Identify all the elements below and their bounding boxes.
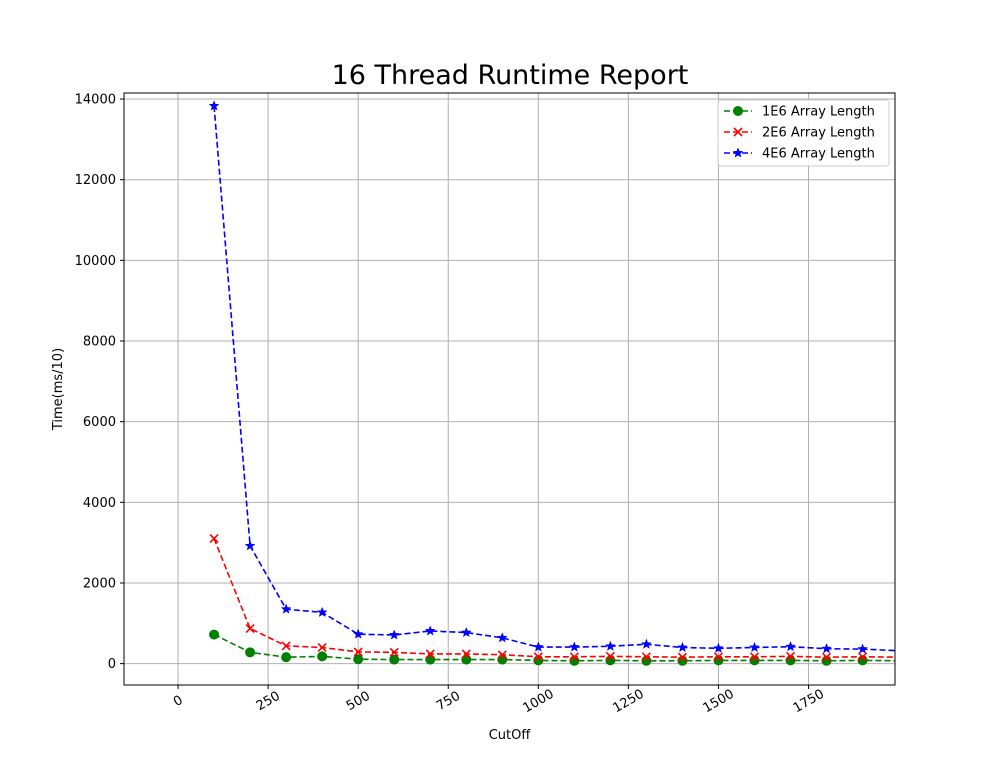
data-point (821, 642, 832, 654)
data-point (532, 641, 544, 652)
legend-label: 1E6 Array Length (762, 105, 875, 120)
data-point (568, 641, 580, 652)
data-point (389, 654, 400, 665)
legend: 1E6 Array Length 2E6 Array Length 4E6 Arra… (717, 99, 890, 167)
data-point (605, 651, 615, 661)
data-point (353, 654, 364, 665)
x-tick-label: 1500 (701, 687, 737, 717)
data-point (280, 603, 292, 614)
data-point (461, 654, 472, 665)
legend-marker (733, 127, 743, 137)
y-axis-label: Time(ms/10) (51, 348, 66, 431)
data-point (209, 629, 220, 640)
data-point (388, 629, 400, 640)
y-tick-label: 12000 (75, 173, 116, 188)
data-point (425, 654, 436, 665)
x-tick-label: 250 (254, 689, 283, 714)
data-point (604, 640, 616, 651)
data-point (209, 534, 219, 544)
data-point (281, 652, 292, 663)
y-tick-label: 2000 (83, 576, 116, 591)
data-point (785, 651, 796, 661)
chart-title: 16 Thread Runtime Report (332, 60, 689, 91)
y-tick-label: 8000 (83, 335, 116, 350)
data-point (317, 642, 327, 653)
data-point (316, 606, 328, 618)
series-layer (208, 100, 895, 666)
legend-label: 2E6 Array Length (762, 126, 875, 141)
y-tick-label: 0 (108, 657, 116, 672)
data-point (352, 628, 364, 639)
data-point (569, 652, 579, 662)
series-3 (208, 100, 895, 654)
data-point (785, 640, 796, 652)
legend-marker (732, 147, 744, 158)
x-tick-label: 1000 (520, 687, 556, 717)
data-point (749, 641, 760, 653)
data-point (245, 623, 255, 634)
grid (124, 93, 895, 685)
data-point (640, 638, 652, 649)
x-tick-label: 1250 (611, 687, 647, 717)
data-point (281, 641, 291, 651)
series-line (213, 633, 895, 662)
legend-label: 4E6 Array Length (762, 147, 875, 162)
x-tick-label: 1750 (791, 687, 827, 717)
data-point (676, 641, 688, 653)
y-tick-label: 6000 (83, 415, 116, 430)
data-point (424, 625, 436, 636)
x-tick-label: 0 (171, 693, 186, 710)
y-tick-label: 4000 (83, 496, 116, 511)
data-point (857, 643, 869, 654)
legend-marker (733, 106, 743, 116)
data-point (497, 650, 507, 660)
data-point (245, 647, 256, 658)
data-point (677, 652, 688, 662)
series-line (213, 538, 895, 658)
legend-box (717, 99, 890, 167)
ticks: 0 250 500 750 1000 1250 1500 1750 0 2000 4000 6000 8… (75, 93, 827, 717)
data-point (317, 651, 328, 662)
data-point (425, 649, 435, 659)
x-axis-label: CutOff (489, 728, 532, 743)
data-point (208, 100, 220, 111)
data-point (533, 652, 543, 662)
data-point (858, 652, 868, 662)
data-point (749, 652, 760, 662)
data-point (641, 652, 651, 662)
plot-frame (123, 92, 896, 686)
data-point (496, 632, 508, 643)
y-tick-label: 10000 (75, 254, 116, 269)
data-point (389, 647, 399, 657)
series-line (213, 105, 895, 652)
series-2 (209, 534, 895, 662)
x-tick-label: 750 (434, 689, 463, 714)
data-point (713, 652, 724, 662)
data-point (713, 642, 724, 653)
data-point (353, 647, 363, 657)
data-point (821, 652, 832, 662)
data-point (497, 654, 508, 665)
y-tick-label: 14000 (75, 93, 116, 108)
x-tick-label: 500 (344, 689, 373, 714)
data-point (244, 540, 256, 551)
data-point (461, 649, 471, 659)
data-point (460, 626, 472, 638)
